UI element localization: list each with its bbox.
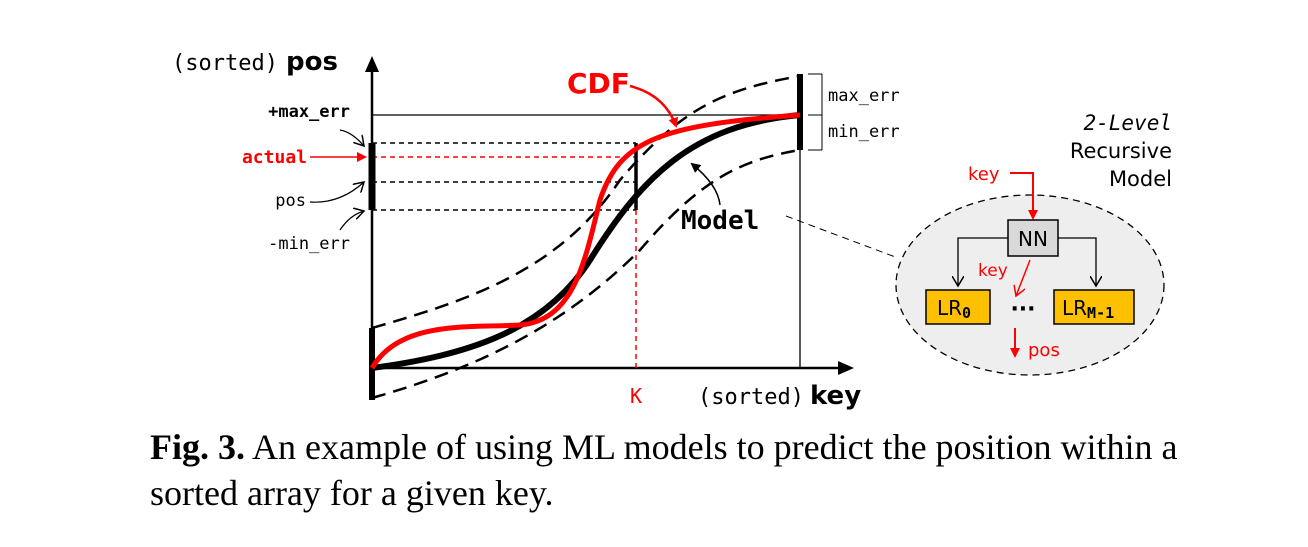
cdf-label: CDF [567,67,630,100]
rmi-pos-output-label: pos [1028,340,1060,361]
nn-to-lrm-arrow [1058,237,1096,286]
cdf-pointer [629,84,679,128]
rmi-key-mid-label: key [978,261,1008,281]
model-to-rmi-leader [785,215,899,259]
rmi-ellipsis: ··· [1010,297,1035,322]
caption-label: Fig. 3. [150,427,245,467]
axes [365,56,854,375]
nn-label: NN [1018,227,1048,251]
nn-to-lr0-arrow [958,237,1008,286]
plus-max-err-pointer [339,129,364,146]
minus-min-err-label: -min_err [268,234,350,254]
upper-error-envelope [371,74,801,330]
figure-caption: Fig. 3. An example of using ML models to… [150,424,1210,516]
pos-label: pos [275,191,306,211]
cdf-curve [369,112,801,370]
k-label: K [630,384,642,408]
lr0-label: LR0 [937,296,971,322]
actual-label: actual [242,147,307,168]
rmi-ellipse [895,194,1165,376]
y-axis-arrow [365,56,379,72]
rmi-title-line2: Recursive [1070,139,1172,163]
model-label: Model [681,206,759,236]
x-axis-label: (sorted) key [698,381,861,411]
nn-box [1007,219,1059,257]
minus-min-err-pointer [339,211,364,231]
plus-max-err-label: +max_err [268,102,350,122]
rmi-key-mid-arrow [1016,259,1031,296]
right-error-brackets [808,73,823,151]
model-pointer [690,162,721,206]
caption-text: An example of using ML models to predict… [150,427,1178,513]
rmi-title-line3: Model [1109,167,1172,191]
rmi-title-line1: 2-Level [1083,111,1172,135]
lrm-label: LRM-1 [1062,296,1114,322]
rmi-key-input-arrow [1010,172,1038,220]
pos-pointer [309,182,364,203]
rmi-key-input-label: key [968,164,1000,185]
model-curve [371,112,801,371]
min-err-label: min_err [828,122,900,142]
y-axis-label: (sorted) pos [172,47,338,77]
max-err-label: max_err [828,86,900,106]
lrm-box [1053,289,1135,325]
x-axis-arrow [838,361,854,375]
lr0-box [925,289,991,325]
lower-error-envelope [371,148,801,400]
